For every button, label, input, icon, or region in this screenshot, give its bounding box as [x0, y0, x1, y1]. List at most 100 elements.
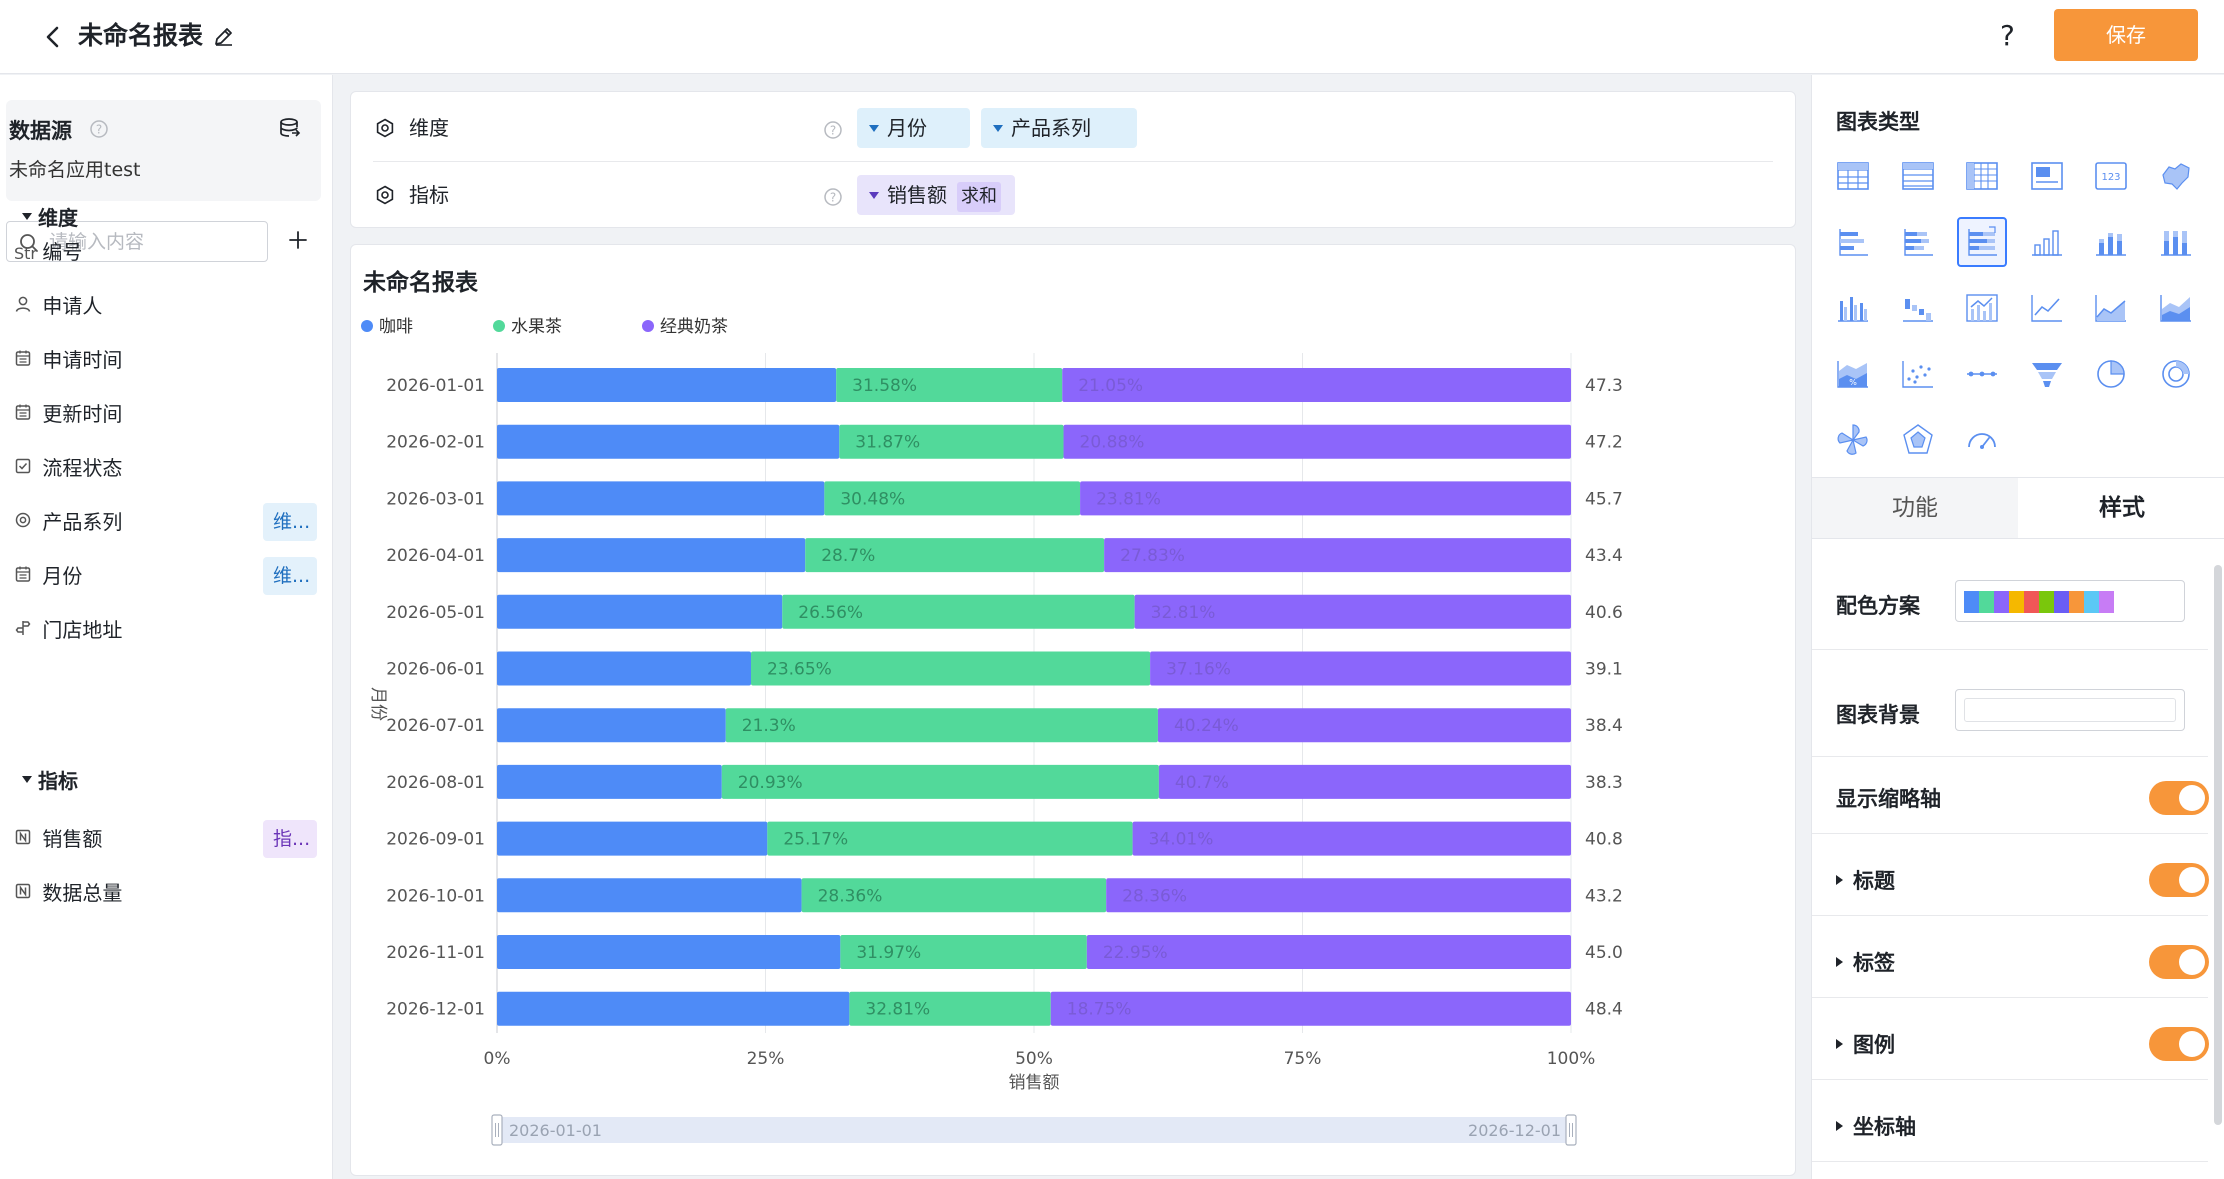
dimension-pill-month[interactable]: 月份	[857, 108, 970, 148]
field-item-product-series[interactable]: 产品系列	[14, 504, 324, 540]
map-icon[interactable]	[2151, 151, 2201, 201]
indicator-group-header[interactable]: 指标	[22, 765, 78, 794]
bar-segment	[1086, 935, 1571, 969]
field-item-sales[interactable]: 销售额	[14, 821, 324, 857]
background-color-picker[interactable]	[1955, 689, 2185, 731]
dimension-group-header[interactable]: 维度	[22, 202, 78, 231]
y-tick-label: 2026-01-01	[386, 376, 485, 396]
card-icon[interactable]	[2022, 151, 2072, 201]
legend-label: 水果茶	[511, 317, 562, 337]
settings-tabs: 功能 样式	[1812, 477, 2224, 539]
scatter-icon[interactable]	[1893, 349, 1943, 399]
add-field-icon[interactable]	[287, 229, 309, 251]
stacked-area-icon[interactable]	[2151, 283, 2201, 333]
y-tick-label: 2026-02-01	[386, 433, 485, 453]
y-tick-label: 2026-04-01	[386, 546, 485, 566]
percent-stacked-bar-chart: 咖啡 水果茶 经典奶茶 2026-01-01 2026-02-01 2026-03-01 2…	[361, 317, 1623, 1146]
column-icon[interactable]	[2022, 217, 2072, 267]
field-item-number[interactable]: Str 编号	[14, 234, 324, 270]
dot-line-icon-glyph	[1967, 371, 1997, 377]
field-item-process-status[interactable]: 流程状态	[14, 450, 324, 486]
waterfall-icon[interactable]	[1893, 283, 1943, 333]
number-card-icon[interactable]: 123	[2086, 151, 2136, 201]
grouped-column-icon[interactable]	[1828, 283, 1878, 333]
x-axis-title: 销售额	[1009, 1073, 1060, 1093]
help-circle-icon[interactable]: ?	[89, 119, 109, 139]
radar-icon-glyph	[1902, 424, 1933, 454]
datasource-switch-icon[interactable]	[277, 116, 301, 140]
percent-area-icon[interactable]: %	[1828, 349, 1878, 399]
percent-column-icon[interactable]	[2151, 217, 2201, 267]
donut-icon[interactable]	[2151, 349, 2201, 399]
field-search-input[interactable]	[49, 228, 259, 256]
field-item-store-address[interactable]: 门店地址	[14, 612, 324, 648]
bar-horizontal-icon-glyph	[1839, 229, 1868, 256]
help-circle-icon[interactable]: ?	[823, 187, 843, 207]
number-type-icon	[15, 829, 31, 845]
dimension-pill-product-series[interactable]: 产品系列	[981, 108, 1137, 148]
field-search-box[interactable]	[6, 221, 268, 262]
field-label: 更新时间	[42, 402, 123, 426]
field-item-month[interactable]: 月份	[14, 558, 324, 594]
field-item-update-time[interactable]: 更新时间	[14, 396, 324, 432]
bar-segment	[824, 481, 1081, 516]
palette-picker[interactable]	[1955, 580, 2185, 622]
toggle-knob	[2179, 785, 2205, 811]
legend-section-header[interactable]: 图例	[1836, 1029, 1895, 1059]
data-label: 34.01%	[1149, 830, 1214, 850]
axis-section-header[interactable]: 坐标轴	[1836, 1111, 1916, 1141]
zoom-start-label: 2026-01-01	[509, 1121, 602, 1140]
radar-icon[interactable]	[1893, 415, 1943, 465]
rose-icon[interactable]	[1828, 415, 1878, 465]
detail-table-icon[interactable]	[1893, 151, 1943, 201]
data-label: 21.05%	[1078, 376, 1143, 396]
pivot-table-icon[interactable]	[1957, 151, 2007, 201]
save-button[interactable]: 保存	[2054, 9, 2198, 61]
chart-title: 未命名报表	[363, 270, 478, 296]
indicator-pill-sales[interactable]: 销售额 求和	[857, 175, 1015, 215]
bar-segment	[1050, 991, 1571, 1026]
field-label: 申请人	[42, 294, 103, 318]
gauge-icon[interactable]	[1957, 415, 2007, 465]
y-tick-label: 2026-11-01	[386, 943, 485, 963]
pivot-table-icon-glyph	[1966, 162, 1998, 190]
stacked-column-icon[interactable]	[2086, 217, 2136, 267]
labels-toggle[interactable]	[2149, 945, 2209, 979]
datasource-app-name: 未命名应用test	[9, 159, 141, 181]
data-label: 39.1	[1585, 660, 1623, 680]
settings-scrollbar[interactable]	[2214, 565, 2222, 1125]
bar-segment	[497, 708, 726, 743]
legend-toggle[interactable]	[2149, 1027, 2209, 1061]
back-arrow-icon[interactable]	[40, 22, 66, 52]
column-line-combo-icon[interactable]	[1957, 283, 2007, 333]
background-label: 图表背景	[1836, 703, 1920, 727]
labels-section-header[interactable]: 标签	[1836, 947, 1895, 977]
dot-line-icon[interactable]	[1957, 349, 2007, 399]
field-item-apply-time[interactable]: 申请时间	[14, 342, 324, 378]
data-label: 40.24%	[1174, 716, 1239, 736]
field-item-data-count[interactable]: 数据总量	[14, 875, 324, 911]
bar-horizontal-icon[interactable]	[1828, 217, 1878, 267]
pie-icon[interactable]	[2086, 349, 2136, 399]
palette-swatch	[1979, 591, 1994, 613]
legend-marker	[493, 320, 505, 332]
field-item-applicant[interactable]: 申请人	[14, 288, 324, 324]
help-circle-icon[interactable]: ?	[823, 120, 843, 140]
stacked-bar-horizontal-icon[interactable]	[1893, 217, 1943, 267]
area-icon[interactable]	[2086, 283, 2136, 333]
line-icon[interactable]	[2022, 283, 2072, 333]
percent-bar-horizontal-icon[interactable]	[1957, 217, 2007, 267]
aggregation-badge: 求和	[957, 182, 1001, 212]
table-icon[interactable]	[1828, 151, 1878, 201]
tab-function[interactable]: 功能	[1812, 478, 2018, 538]
tab-style[interactable]: 样式	[2019, 478, 2224, 538]
help-icon[interactable]: ?	[2000, 19, 2015, 52]
svg-text:?: ?	[96, 123, 102, 137]
edit-pencil-icon[interactable]	[212, 24, 236, 48]
title-section-header[interactable]: 标题	[1836, 865, 1895, 895]
stacked-column-icon-glyph	[2096, 233, 2126, 256]
bar-segment	[1063, 424, 1571, 459]
title-toggle[interactable]	[2149, 863, 2209, 897]
thumbnail-axis-toggle[interactable]	[2149, 781, 2209, 815]
funnel-icon[interactable]	[2022, 349, 2072, 399]
